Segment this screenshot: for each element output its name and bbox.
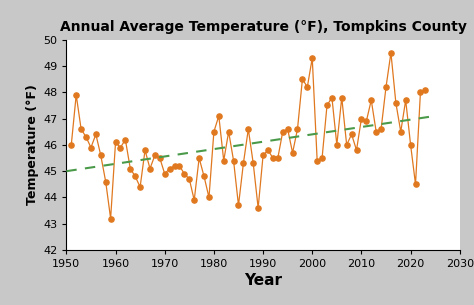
- Point: [294, 127, 301, 131]
- Point: [417, 90, 424, 95]
- Point: [412, 182, 419, 187]
- Point: [92, 132, 100, 137]
- Point: [107, 216, 114, 221]
- Point: [181, 171, 188, 176]
- Point: [328, 95, 336, 100]
- Point: [363, 119, 370, 124]
- Point: [319, 156, 326, 160]
- Point: [274, 156, 282, 160]
- Point: [343, 142, 350, 147]
- Point: [289, 150, 296, 155]
- Point: [313, 158, 321, 163]
- Point: [112, 140, 119, 145]
- X-axis label: Year: Year: [244, 273, 282, 288]
- Point: [269, 156, 277, 160]
- Point: [373, 129, 380, 134]
- Point: [348, 132, 356, 137]
- Point: [323, 103, 331, 108]
- Point: [210, 129, 218, 134]
- Point: [309, 56, 316, 60]
- Point: [358, 116, 365, 121]
- Point: [299, 77, 306, 81]
- Point: [127, 166, 134, 171]
- Point: [151, 153, 159, 158]
- Point: [377, 127, 385, 131]
- Point: [137, 185, 144, 189]
- Point: [141, 148, 149, 152]
- Point: [122, 137, 129, 142]
- Point: [407, 142, 414, 147]
- Point: [117, 145, 124, 150]
- Point: [235, 203, 242, 208]
- Point: [205, 195, 213, 200]
- Point: [333, 142, 341, 147]
- Point: [230, 158, 237, 163]
- Point: [225, 129, 232, 134]
- Point: [279, 129, 287, 134]
- Point: [201, 174, 208, 179]
- Point: [255, 206, 262, 210]
- Point: [102, 179, 109, 184]
- Point: [220, 158, 228, 163]
- Point: [421, 87, 429, 92]
- Point: [367, 98, 375, 102]
- Point: [185, 177, 193, 181]
- Point: [402, 98, 410, 102]
- Point: [87, 145, 95, 150]
- Point: [397, 129, 405, 134]
- Point: [191, 198, 198, 203]
- Point: [82, 135, 90, 139]
- Point: [382, 84, 390, 89]
- Point: [392, 100, 400, 105]
- Point: [215, 113, 223, 118]
- Point: [156, 156, 164, 160]
- Title: Annual Average Temperature (°F), Tompkins County: Annual Average Temperature (°F), Tompkin…: [60, 20, 466, 34]
- Point: [264, 148, 272, 152]
- Y-axis label: Temperature (°F): Temperature (°F): [26, 84, 39, 205]
- Point: [67, 142, 75, 147]
- Point: [77, 127, 85, 131]
- Point: [161, 171, 169, 176]
- Point: [249, 161, 257, 166]
- Point: [303, 84, 311, 89]
- Point: [97, 153, 105, 158]
- Point: [353, 148, 360, 152]
- Point: [245, 127, 252, 131]
- Point: [387, 50, 395, 55]
- Point: [284, 127, 292, 131]
- Point: [195, 156, 203, 160]
- Point: [176, 163, 183, 168]
- Point: [240, 161, 247, 166]
- Point: [73, 92, 80, 97]
- Point: [166, 166, 173, 171]
- Point: [131, 174, 139, 179]
- Point: [146, 166, 154, 171]
- Point: [338, 95, 346, 100]
- Point: [171, 163, 178, 168]
- Point: [259, 153, 267, 158]
